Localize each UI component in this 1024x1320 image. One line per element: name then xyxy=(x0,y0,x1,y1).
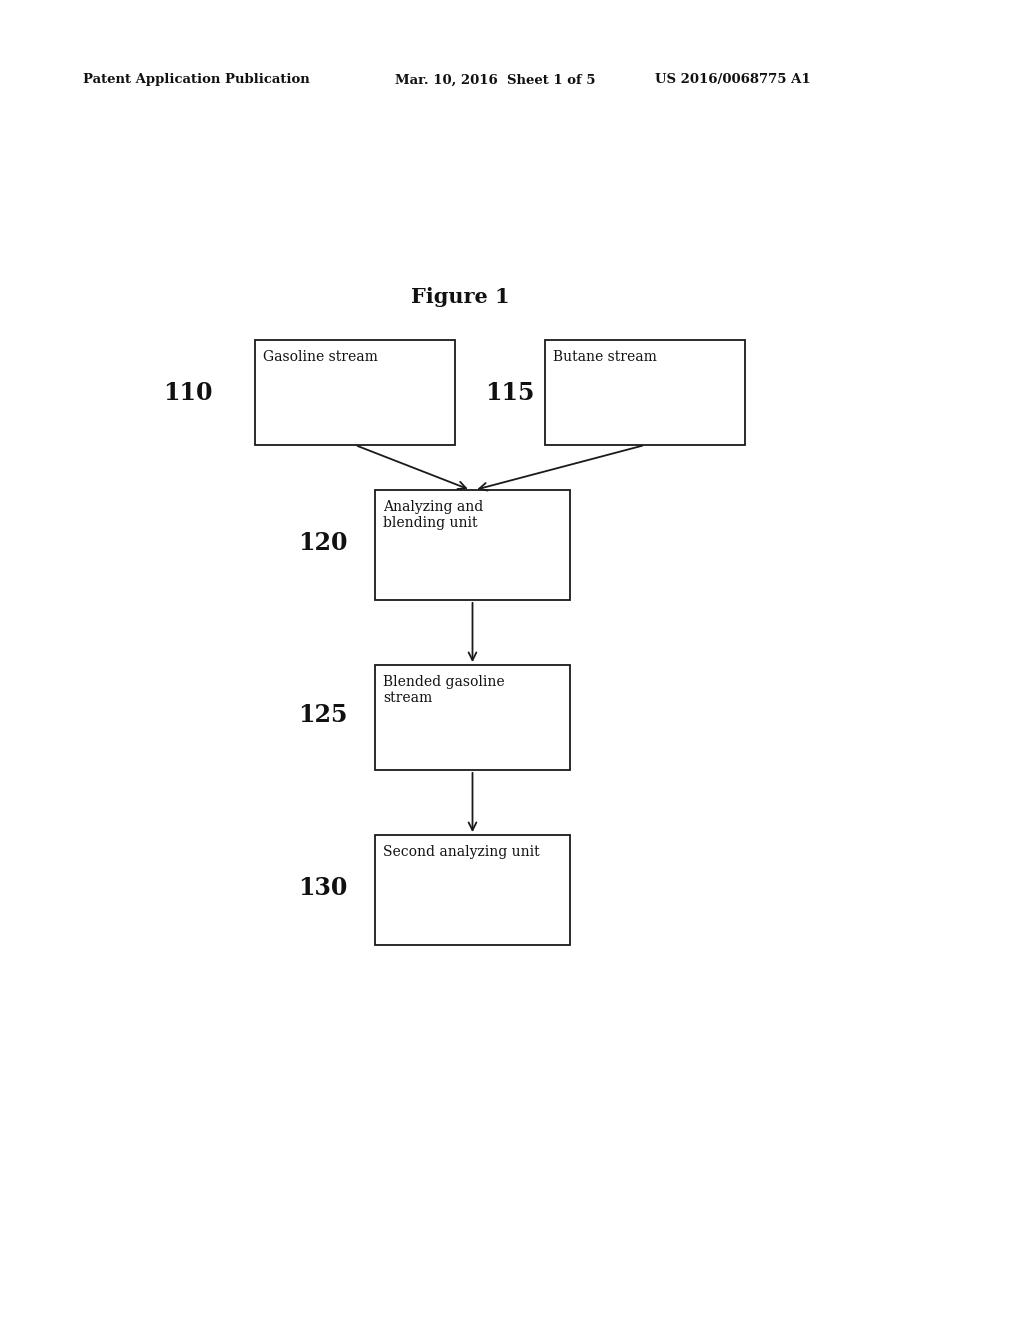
Text: Second analyzing unit: Second analyzing unit xyxy=(383,845,540,859)
Text: 120: 120 xyxy=(298,531,348,554)
Text: Patent Application Publication: Patent Application Publication xyxy=(83,74,309,87)
Text: Blended gasoline
stream: Blended gasoline stream xyxy=(383,675,505,705)
Bar xyxy=(375,490,570,601)
Text: 115: 115 xyxy=(485,381,535,405)
Text: Analyzing and
blending unit: Analyzing and blending unit xyxy=(383,500,483,531)
Text: Butane stream: Butane stream xyxy=(553,350,656,364)
Text: US 2016/0068775 A1: US 2016/0068775 A1 xyxy=(655,74,811,87)
Text: 125: 125 xyxy=(298,704,348,727)
Bar xyxy=(545,341,745,445)
Bar xyxy=(375,836,570,945)
Text: 130: 130 xyxy=(298,876,348,900)
Text: 110: 110 xyxy=(163,381,213,405)
Bar xyxy=(255,341,455,445)
Text: Gasoline stream: Gasoline stream xyxy=(263,350,378,364)
Text: Mar. 10, 2016  Sheet 1 of 5: Mar. 10, 2016 Sheet 1 of 5 xyxy=(395,74,596,87)
Text: Figure 1: Figure 1 xyxy=(411,286,509,308)
Bar xyxy=(375,665,570,770)
